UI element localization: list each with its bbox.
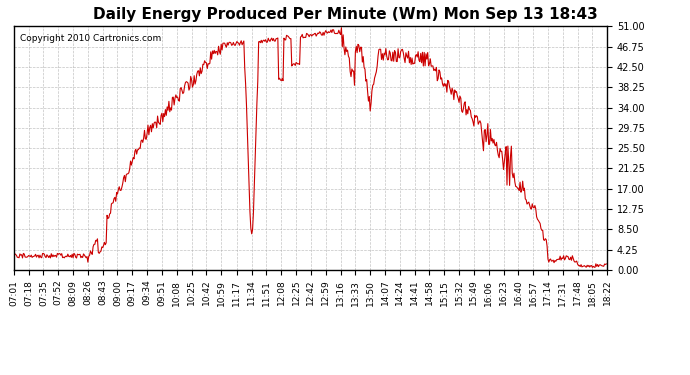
Text: Copyright 2010 Cartronics.com: Copyright 2010 Cartronics.com — [20, 34, 161, 43]
Text: Daily Energy Produced Per Minute (Wm) Mon Sep 13 18:43: Daily Energy Produced Per Minute (Wm) Mo… — [92, 8, 598, 22]
